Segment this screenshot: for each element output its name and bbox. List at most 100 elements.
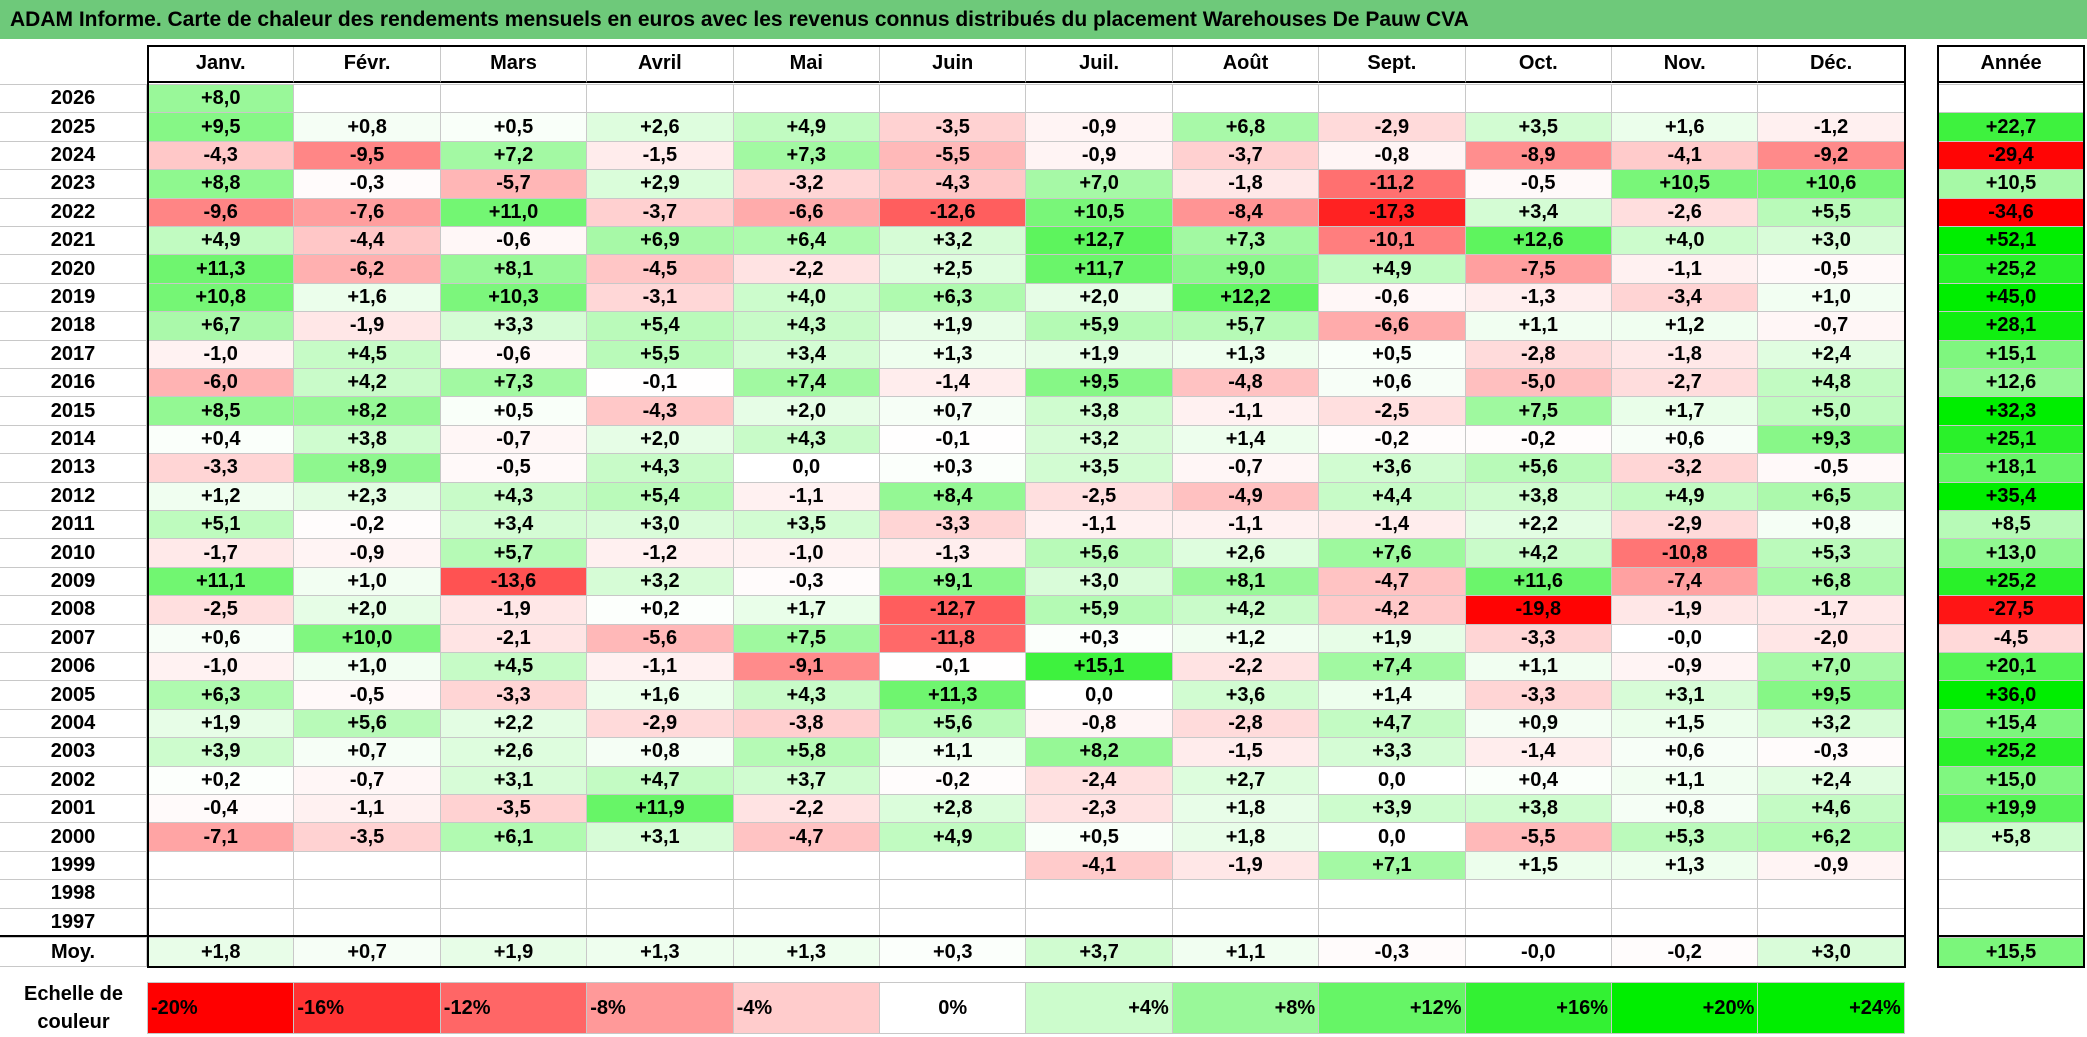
heatmap-cell: +7,3 (1171, 226, 1320, 256)
heatmap-cell (1757, 84, 1905, 114)
heatmap-cell: +3,6 (1318, 453, 1466, 483)
heatmap-cell: -1,3 (1464, 282, 1612, 313)
heatmap-cell (293, 850, 441, 881)
color-scale-label: Echelle de couleur (0, 982, 147, 1034)
heatmap-cell (879, 879, 1027, 909)
heatmap-cell (1025, 84, 1173, 114)
heatmap-cell: +0,7 (879, 396, 1027, 426)
heatmap-cell (732, 879, 880, 909)
heatmap-cell: +0,9 (1464, 708, 1612, 739)
year-label: 2013 (0, 453, 147, 483)
heatmap-cell: -1,5 (1171, 737, 1320, 767)
heatmap-cell: -2,4 (1025, 765, 1173, 795)
heatmap-cell: +1,8 (1171, 822, 1320, 852)
color-scale-swatch: +4% (1025, 982, 1173, 1034)
heatmap-cell: -0,9 (293, 538, 441, 568)
year-label: 1999 (0, 850, 147, 881)
heatmap-cell: +4,8 (1757, 368, 1905, 398)
heatmap-cell: +5,7 (439, 538, 588, 568)
heatmap-cell: +0,7 (293, 737, 441, 767)
year-label: 2011 (0, 510, 147, 540)
annual-cell (1937, 850, 2085, 881)
annual-cell: +25,2 (1937, 566, 2085, 597)
heatmap-cell: +2,4 (1757, 339, 1905, 369)
heatmap-cell: -3,5 (293, 822, 441, 852)
heatmap-cell: +2,6 (1171, 538, 1320, 568)
heatmap-cell: -7,5 (1464, 254, 1612, 284)
heatmap-cell (1464, 84, 1612, 114)
heatmap-cell: +9,1 (879, 566, 1027, 597)
heatmap-cell: -1,1 (1171, 396, 1320, 426)
heatmap-cell: +4,6 (1757, 794, 1905, 824)
heatmap-cell: -13,6 (439, 566, 588, 597)
heatmap-cell (1611, 907, 1759, 937)
year-label: 2021 (0, 226, 147, 256)
heatmap-cell: -6,6 (732, 197, 880, 227)
heatmap-cell: +5,0 (1757, 396, 1905, 426)
heatmap-cell: -12,7 (879, 595, 1027, 625)
month-header: Janv. (147, 45, 295, 83)
heatmap-cell: +4,3 (732, 424, 880, 455)
heatmap-cell: +3,2 (586, 566, 734, 597)
heatmap-cell: +3,5 (1025, 453, 1173, 483)
annual-cell: +19,9 (1937, 794, 2085, 824)
heatmap-cell: +4,9 (1318, 254, 1466, 284)
heatmap-cell: -1,2 (586, 538, 734, 568)
heatmap-cell: -5,5 (879, 140, 1027, 171)
heatmap-cell: +1,8 (1171, 794, 1320, 824)
heatmap-cell: +10,5 (1611, 169, 1759, 199)
heatmap-cell: -3,1 (586, 282, 734, 313)
heatmap-cell: -2,9 (1611, 510, 1759, 540)
heatmap-cell: -6,0 (147, 368, 295, 398)
month-header: Sept. (1318, 45, 1466, 83)
annual-block-top-border (1937, 45, 2085, 47)
heatmap-cell: -1,0 (732, 538, 880, 568)
heatmap-cell: +5,6 (879, 708, 1027, 739)
color-scale-swatch: -12% (439, 982, 588, 1034)
annual-cell: +25,2 (1937, 737, 2085, 767)
heatmap-cell: +2,0 (293, 595, 441, 625)
heatmap-cell: -2,8 (1464, 339, 1612, 369)
heatmap-cell: +1,1 (1611, 765, 1759, 795)
month-header: Mai (732, 45, 880, 83)
heatmap-cell: +7,4 (1318, 652, 1466, 682)
heatmap-cell: -12,6 (879, 197, 1027, 227)
heatmap-cell: -6,6 (1318, 311, 1466, 341)
heatmap-cell: -0,3 (293, 169, 441, 199)
heatmap-cell: +0,5 (1025, 822, 1173, 852)
annual-cell: +32,3 (1937, 396, 2085, 426)
heatmap-cell: +6,8 (1757, 566, 1905, 597)
heatmap-cell: +11,7 (1025, 254, 1173, 284)
heatmap-cell (1757, 879, 1905, 909)
color-scale-swatch: -16% (293, 982, 441, 1034)
average-cell: -0,2 (1611, 937, 1759, 967)
color-scale-swatch: +24% (1757, 982, 1905, 1034)
average-cell: +1,9 (439, 937, 588, 967)
annual-cell: +12,6 (1937, 368, 2085, 398)
heatmap-cell: +1,6 (293, 282, 441, 313)
annual-cell: -27,5 (1937, 595, 2085, 625)
average-annual-bottom-border (1937, 966, 2085, 968)
heatmap-cell (586, 84, 734, 114)
year-label: 2016 (0, 368, 147, 398)
year-label: 2006 (0, 652, 147, 682)
heatmap-cell: +0,8 (293, 112, 441, 142)
heatmap-cell: -3,7 (586, 197, 734, 227)
heatmap-cell: +4,9 (147, 226, 295, 256)
average-cell: -0,0 (1464, 937, 1612, 967)
heatmap-cell: +6,7 (147, 311, 295, 341)
heatmap-cell: +4,7 (586, 765, 734, 795)
heatmap-cell: -4,1 (1025, 850, 1173, 881)
heatmap-cell: +0,4 (1464, 765, 1612, 795)
heatmap-cell: -0,2 (293, 510, 441, 540)
month-header: Févr. (293, 45, 441, 83)
year-label: 1997 (0, 907, 147, 937)
heatmap-cell: -4,7 (732, 822, 880, 852)
average-cell: -0,3 (1318, 937, 1466, 967)
chart-title: ADAM Informe. Carte de chaleur des rende… (0, 0, 2087, 39)
heatmap-cell: -3,5 (879, 112, 1027, 142)
heatmap-cell (1757, 907, 1905, 937)
year-label: 2018 (0, 311, 147, 341)
annual-cell (1937, 84, 2085, 114)
heatmap-cell: -4,3 (879, 169, 1027, 199)
